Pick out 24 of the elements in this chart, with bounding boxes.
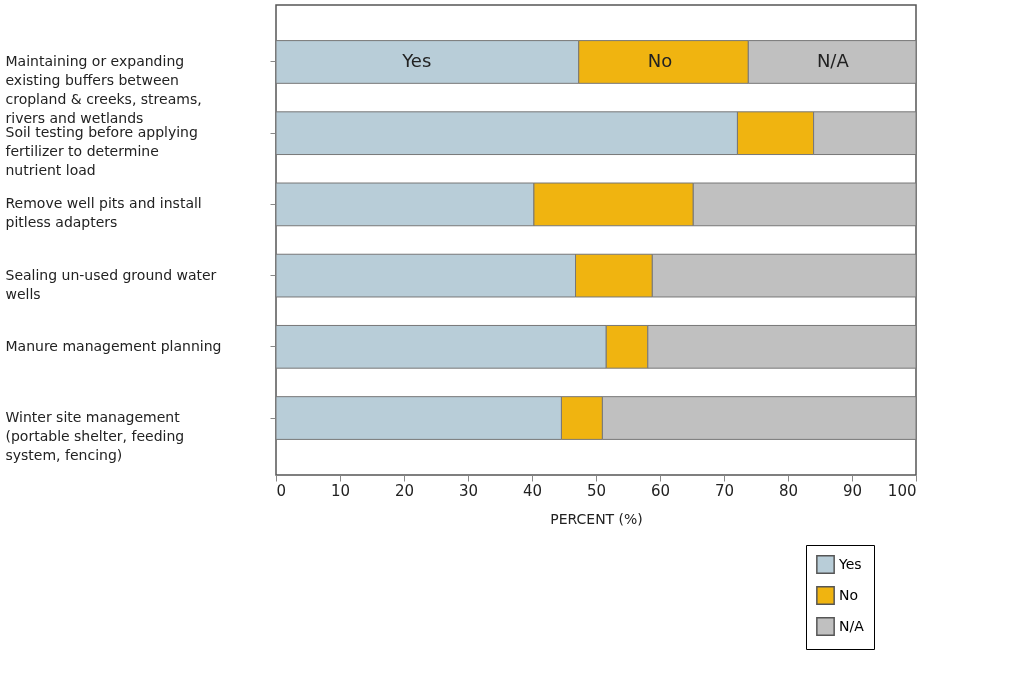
legend-label: N/A [839,617,865,634]
x-axis-title: PERCENT (%) [550,510,643,527]
x-tick-label: 0 [276,481,287,500]
x-tick-label: 60 [650,481,671,500]
x-tick-label: 80 [778,481,799,500]
x-tick-label: 70 [714,481,735,500]
y-tick-label: Manure management planning [5,337,222,354]
x-tick-label: 20 [394,481,415,500]
legend-label: Yes [838,555,862,572]
y-tick-label: Sealing un-used ground water wells [5,266,217,302]
annotation: N/A [816,49,850,71]
y-tick-label: Maintaining or expanding existing buffers between cropland & creeks, streams, rivers and wetlands [5,52,202,126]
y-tick-label: Remove well pits and install pitless adapters [5,195,202,231]
x-tick-label: 30 [458,481,479,500]
x-tick-label: 100 [887,481,917,500]
annotation: Yes [401,49,432,71]
annotation: No [647,49,673,71]
legend-label: No [839,586,859,603]
y-tick-label: Winter site management (portable shelter, feeding system, fencing) [5,409,185,464]
y-tick-label: Soil testing before applying fertilizer to determine nutrient load [5,124,198,179]
x-tick-label: 50 [586,481,607,500]
x-tick-label: 90 [842,481,863,500]
x-tick-label: 10 [330,481,351,500]
x-tick-label: 40 [522,481,543,500]
